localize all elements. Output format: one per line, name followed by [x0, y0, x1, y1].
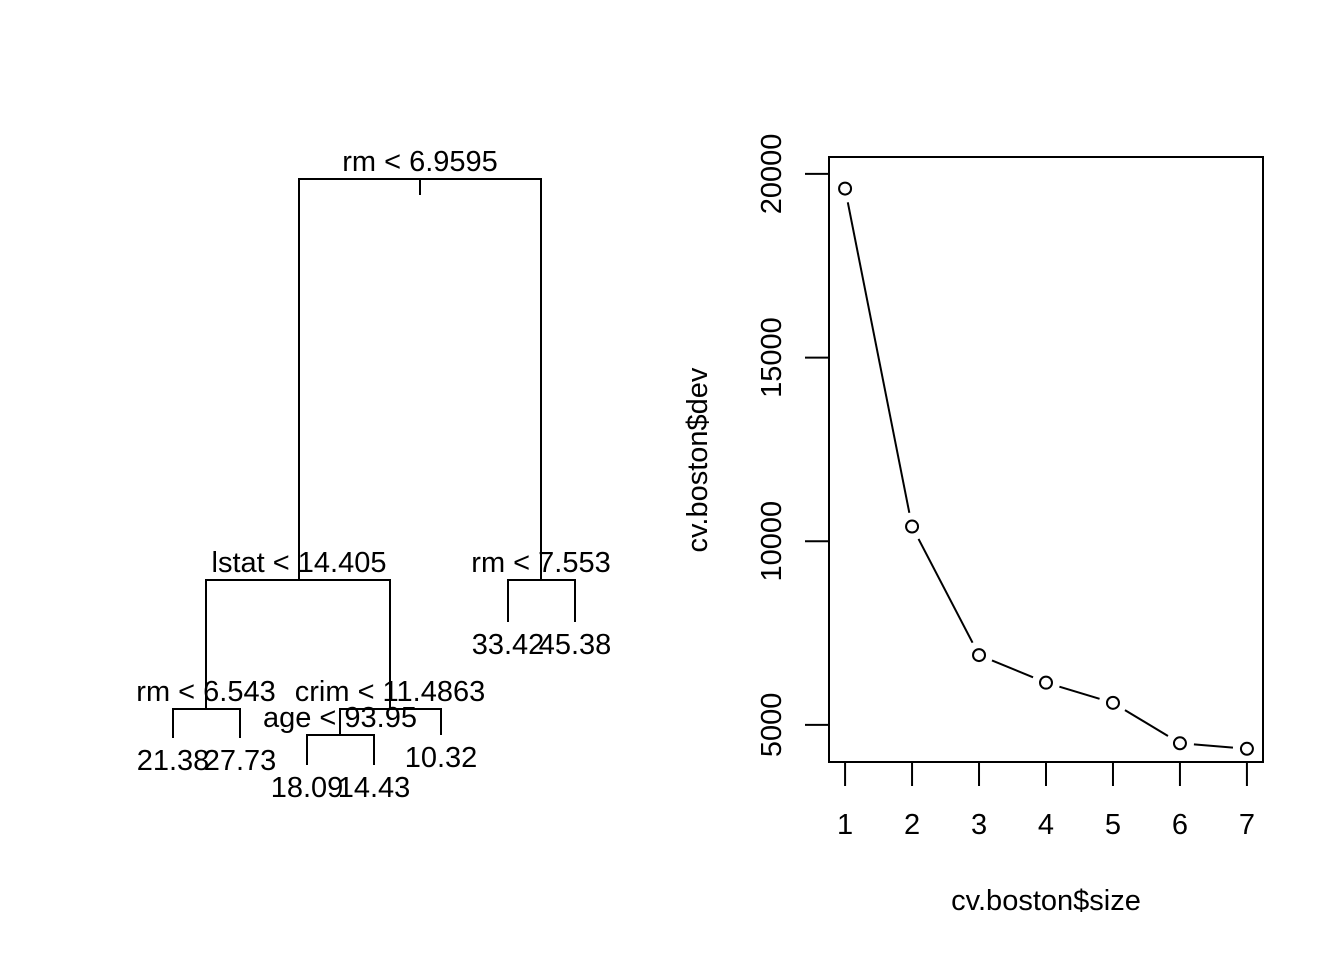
data-point	[1039, 675, 1053, 690]
series-segment	[1059, 685, 1100, 700]
series-deviance	[838, 181, 1254, 756]
regression-tree: rm < 6.9595 lstat < 14.405 rm < 7.553 rm < …	[136, 146, 611, 804]
tree-edge-n_rm2	[507, 579, 576, 622]
tree-leaf-label: 33.42	[472, 629, 545, 661]
series-segment	[1124, 709, 1169, 737]
x-tick-label: 1	[837, 809, 853, 841]
data-point	[1239, 741, 1254, 756]
tree-split-label: rm < 6.9595	[342, 146, 498, 178]
x-tick-label: 5	[1105, 809, 1121, 841]
y-axis: 5000 10000 15000 20000	[756, 134, 830, 758]
tree-leaf-label: 21.38	[137, 745, 210, 777]
y-tick-label: 10000	[756, 501, 788, 582]
x-axis-label: cv.boston$size	[951, 885, 1141, 917]
tree-split-label: rm < 7.553	[471, 547, 610, 579]
data-point	[838, 181, 853, 196]
x-tick-label: 4	[1038, 809, 1054, 841]
x-tick-label: 3	[971, 809, 987, 841]
x-tick-label: 2	[904, 809, 920, 841]
data-point	[972, 648, 987, 663]
tree-leaf-label: 27.73	[204, 745, 277, 777]
y-tick-label: 5000	[756, 693, 788, 758]
tree-leaf-label: 45.38	[539, 629, 612, 661]
series-segment	[1193, 743, 1234, 749]
tree-split-label: lstat < 14.405	[212, 547, 387, 579]
cv-deviance-plot: 1 2 3 4 5 6 7 5000 10000 15000 20000 cv.boston$si…	[682, 134, 1264, 917]
series-segment	[917, 538, 974, 644]
y-tick-label: 15000	[756, 317, 788, 398]
tree-edge-root	[298, 178, 542, 580]
tree-leaf-label: 10.32	[405, 742, 478, 774]
y-tick-label: 20000	[756, 134, 788, 215]
data-point	[905, 519, 920, 534]
tree-split-label: age < 93.95	[263, 702, 417, 734]
tree-split-label: crim < 11.4863	[295, 676, 485, 708]
x-tick-label: 7	[1239, 809, 1255, 841]
series-segment	[846, 202, 911, 514]
x-tick-label: 6	[1172, 809, 1188, 841]
data-point	[1172, 736, 1187, 751]
tree-edge-n_rm3	[172, 708, 241, 738]
series-segment	[991, 659, 1034, 679]
data-point	[1105, 695, 1120, 710]
x-axis: 1 2 3 4 5 6 7	[837, 761, 1255, 841]
tree-edge-n_age	[306, 734, 375, 765]
tree-split-label: rm < 6.543	[136, 676, 275, 708]
y-axis-label: cv.boston$dev	[682, 367, 714, 552]
tree-leaf-label: 14.43	[338, 772, 411, 804]
tree-leaf-label: 18.09	[271, 772, 344, 804]
tree-edge-n_lstat	[205, 579, 391, 709]
plot-box	[828, 156, 1264, 763]
tree-edge-n_crim	[339, 708, 442, 735]
